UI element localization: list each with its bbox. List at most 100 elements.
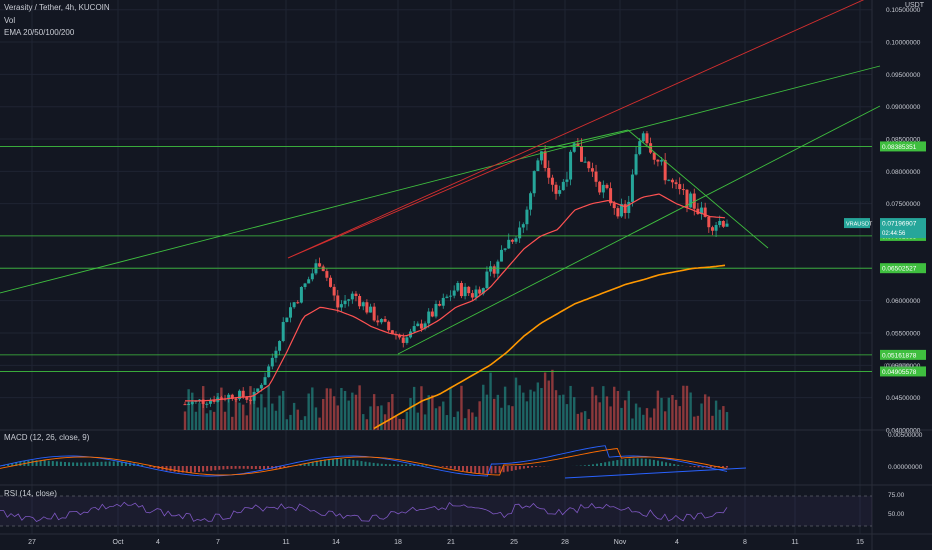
macd-hist-bar [726, 466, 728, 468]
macd-hist-bar [116, 461, 119, 466]
candle [558, 190, 562, 194]
candle [492, 266, 496, 274]
volume-bar [463, 418, 467, 430]
candle [259, 384, 263, 389]
volume-bar [369, 406, 372, 430]
volume-bar [282, 390, 285, 430]
candle [263, 377, 267, 385]
vol-legend[interactable]: Vol [4, 16, 16, 25]
macd-hist-bar [68, 462, 71, 466]
macd-hist-bar [185, 466, 188, 473]
volume-bar [547, 380, 550, 430]
volume-bar [634, 403, 638, 430]
macd-hist-bar [713, 466, 716, 468]
candle [329, 277, 333, 287]
macd-hist-bar [701, 466, 704, 468]
candle [390, 330, 394, 335]
volume-bar [616, 390, 620, 430]
candle [198, 399, 202, 401]
symbol-tag-bg [844, 218, 870, 229]
candle [427, 311, 431, 324]
ema-legend[interactable]: EMA 20/50/100/200 [4, 28, 75, 37]
macd-hist-bar [11, 463, 14, 466]
candle [416, 323, 420, 327]
volume-bar [500, 407, 503, 430]
candle [521, 224, 525, 228]
volume-bar [449, 387, 452, 430]
candle [503, 248, 507, 250]
macd-hist-bar [352, 459, 355, 466]
volume-bar [285, 419, 289, 430]
volume-bar [307, 393, 310, 430]
volume-bar [267, 385, 270, 430]
candle [401, 337, 405, 343]
volume-bar [645, 408, 649, 430]
volume-bar [496, 394, 500, 430]
candle [208, 400, 212, 404]
volume-bar [242, 404, 245, 430]
macd-hist-bar [604, 462, 607, 466]
candle [372, 306, 376, 321]
candle [376, 320, 380, 323]
candle [456, 282, 460, 291]
candle [227, 394, 231, 400]
candle [347, 299, 351, 301]
volume-bar [558, 395, 561, 430]
candle [449, 295, 453, 297]
macd-hist-bar [80, 462, 83, 466]
candle [332, 286, 336, 296]
macd-hist-bar [721, 466, 724, 468]
macd-hist-bar [425, 464, 428, 466]
candle [423, 323, 427, 329]
volume-bar [478, 401, 481, 430]
candle [241, 390, 245, 398]
volume-bar [223, 411, 227, 430]
candle [507, 239, 511, 249]
candle [499, 249, 503, 262]
candle [299, 286, 303, 303]
macd-hist-bar [502, 466, 505, 473]
macd-divergence-line [564, 467, 747, 479]
macd-hist-bar [697, 466, 700, 468]
price-tick-label: 0.08500000 [886, 137, 921, 144]
price-sublabel: 0.05000000 [884, 363, 913, 369]
price-tick-label: 0.07500000 [886, 201, 921, 208]
candle [612, 203, 616, 209]
candle [681, 189, 685, 191]
candles [183, 131, 729, 409]
macd-hist-bar [421, 464, 424, 466]
macd-hist-bar [372, 462, 375, 466]
volume-bar [569, 385, 572, 430]
volume-bar [674, 399, 678, 430]
volume-bar [314, 407, 318, 430]
macd-hist-bar [344, 459, 347, 466]
macd-hist-bar [470, 466, 473, 473]
candle [463, 286, 467, 297]
volume-bars [183, 369, 729, 430]
macd-hist-bar [96, 462, 99, 466]
candle [576, 143, 580, 147]
candle [710, 227, 714, 231]
volume-bar [562, 394, 565, 430]
volume-bar [467, 409, 470, 430]
volume-bar [402, 418, 405, 430]
candle [663, 160, 667, 181]
symbol-title[interactable]: Verasity / Tether, 4h, KUCOIN [4, 3, 110, 12]
volume-bar [703, 394, 707, 430]
volume-bar [358, 385, 361, 430]
macd-legend[interactable]: MACD (12, 26, close, 9) [4, 433, 90, 442]
macd-hist-bar [88, 462, 91, 466]
volume-bar [311, 387, 314, 430]
level-label: 0.06502527 [882, 266, 917, 273]
candle [638, 141, 642, 155]
volume-bar [460, 385, 463, 430]
volume-bar [238, 402, 241, 430]
macd-hist-bar [693, 466, 696, 468]
rsi-legend[interactable]: RSI (14, close) [4, 489, 57, 498]
candle [256, 388, 260, 392]
macd-hist-bar [498, 466, 501, 473]
macd-hist-bar [368, 462, 371, 466]
candle [656, 159, 660, 162]
macd-hist-bar [632, 458, 635, 466]
